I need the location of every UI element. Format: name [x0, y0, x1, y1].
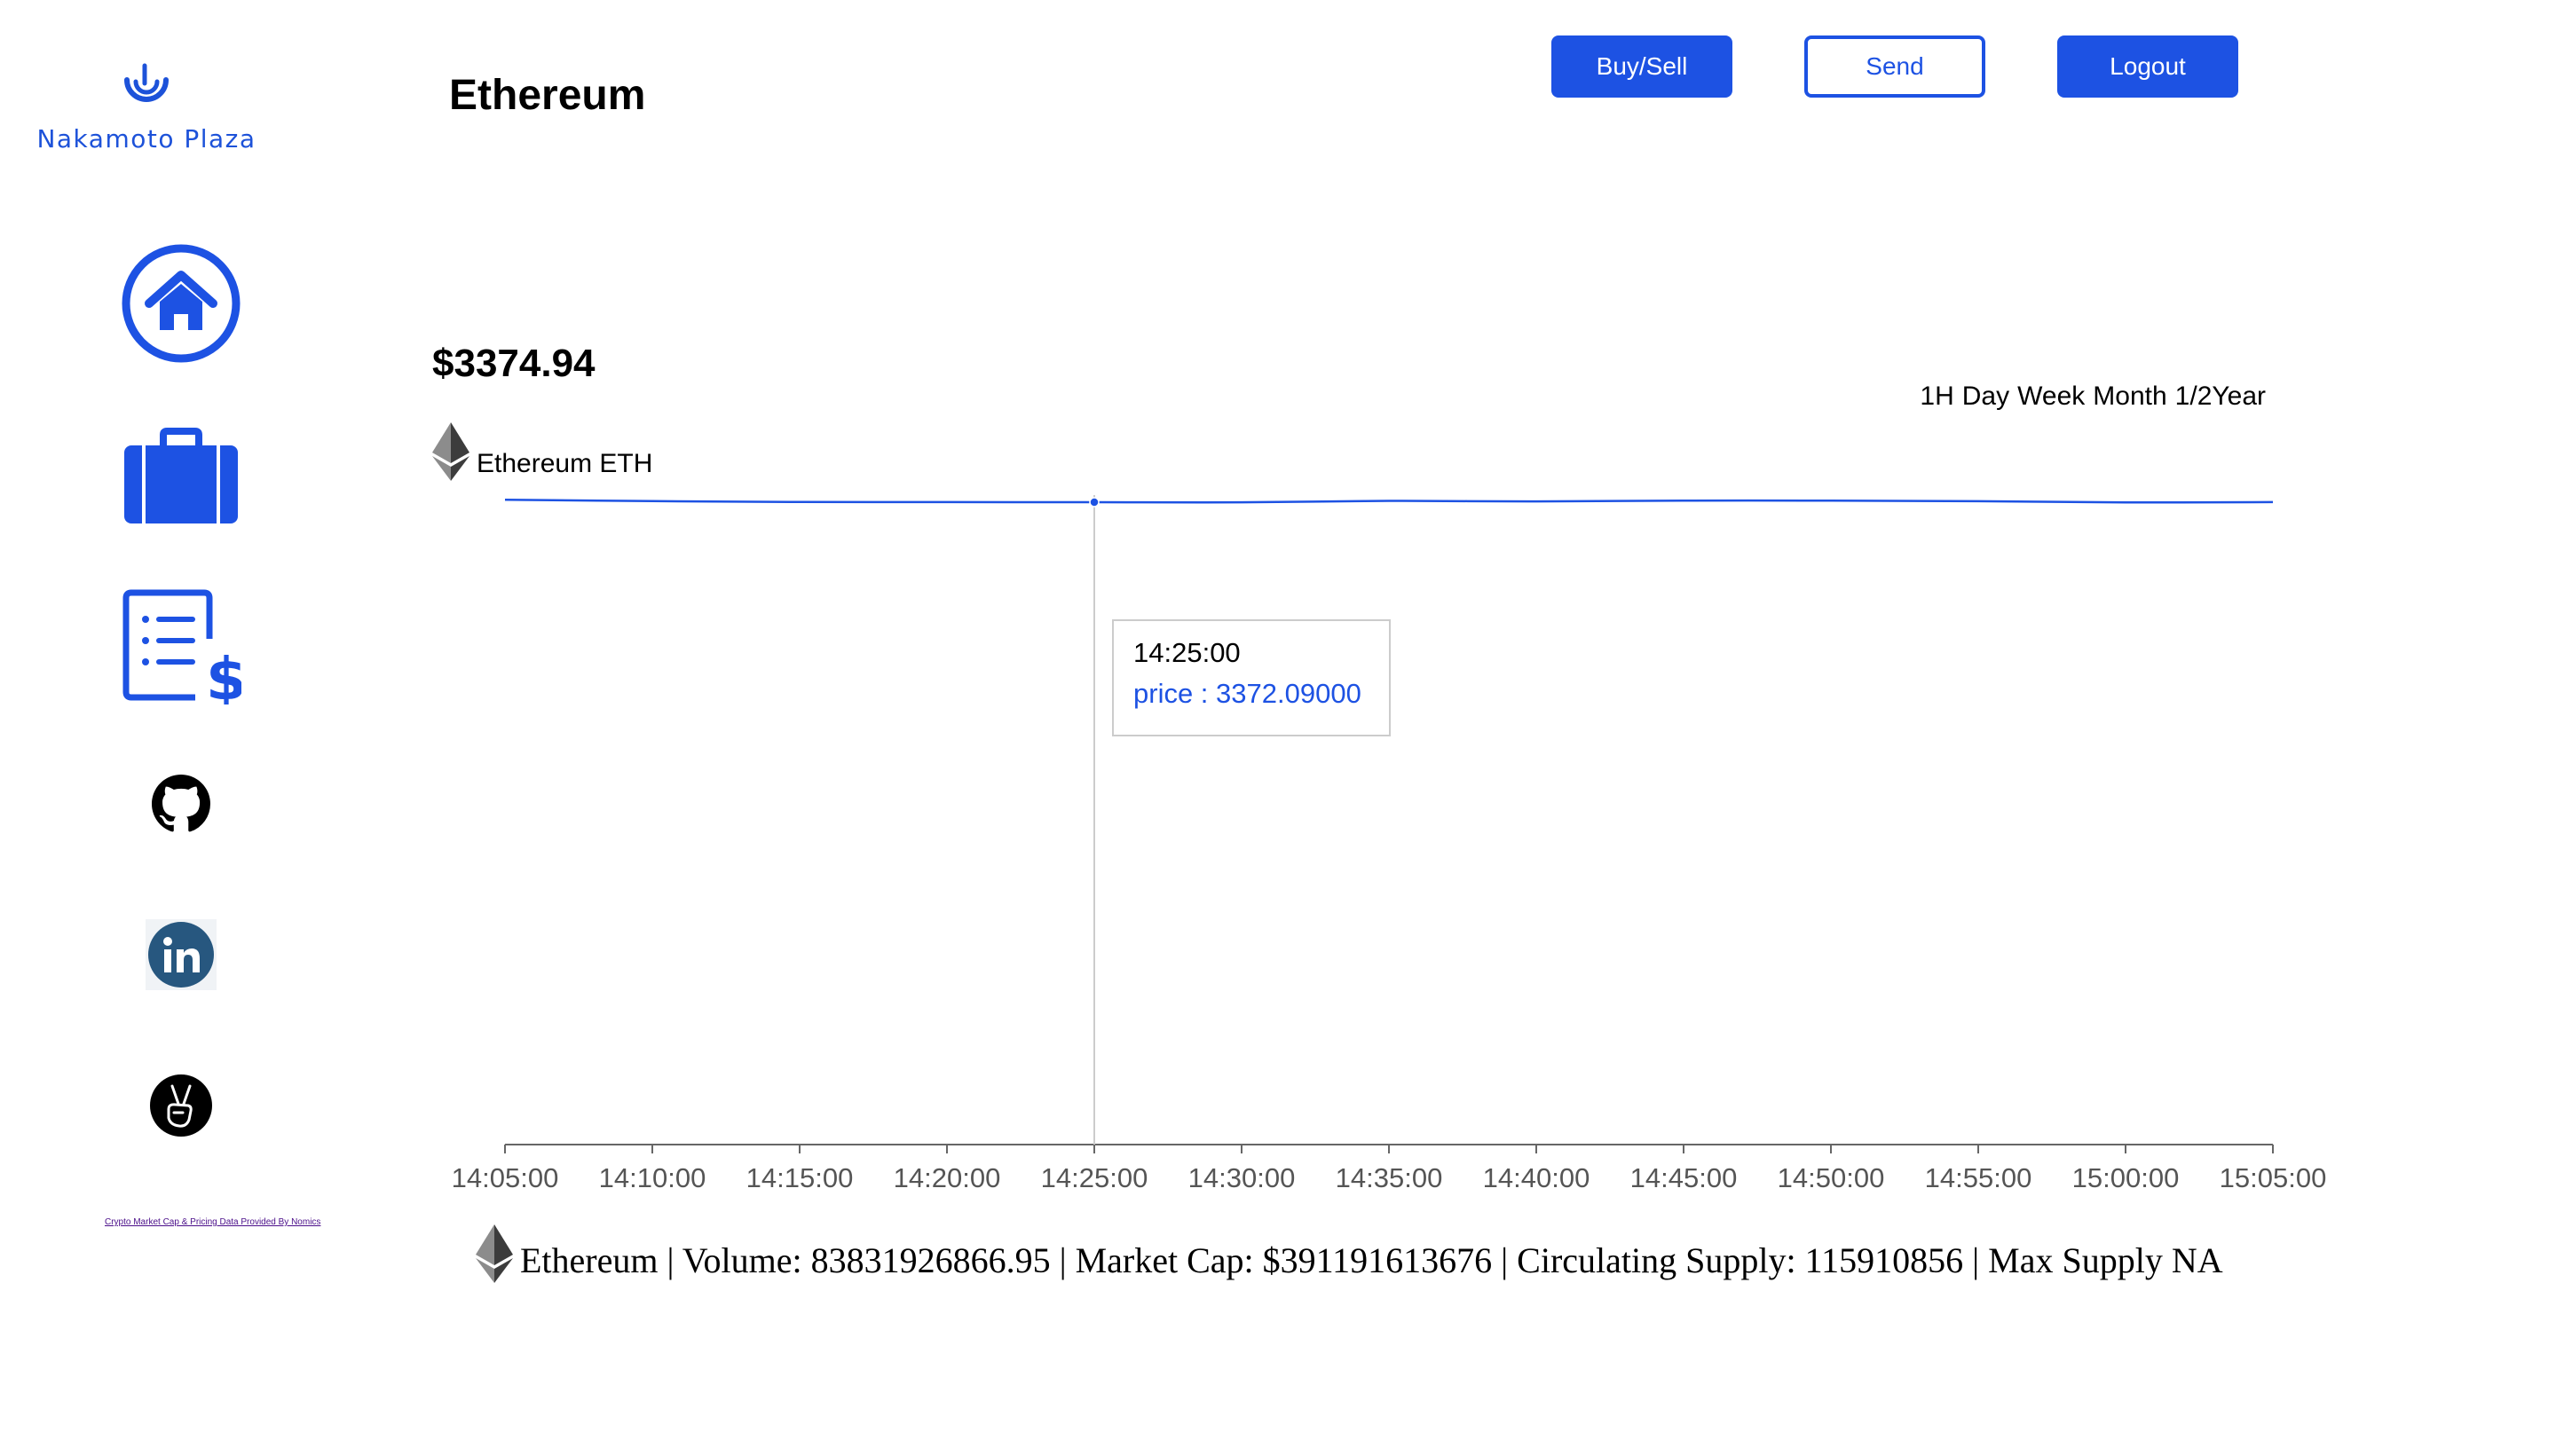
coin-stats: Ethereum | Volume: 83831926866.95 | Mark…: [476, 1224, 2223, 1283]
sidebar-item-home[interactable]: [121, 243, 241, 364]
sidebar-item-github[interactable]: [147, 770, 215, 838]
logo-mark-icon: [124, 63, 169, 102]
x-axis-tick-label: 14:25:00: [1041, 1162, 1148, 1193]
price-series-line: [504, 498, 2274, 504]
svg-text:$: $: [206, 645, 241, 704]
x-axis-tick-label: 14:50:00: [1778, 1162, 1885, 1193]
github-icon: [152, 775, 210, 832]
active-data-point: [1089, 497, 1100, 508]
x-axis-tick-label: 14:15:00: [746, 1162, 854, 1193]
range-day[interactable]: Day: [1961, 382, 2010, 411]
buy-sell-button[interactable]: Buy/Sell: [1551, 35, 1732, 98]
sidebar-item-linkedin[interactable]: [144, 917, 218, 992]
nomics-attribution-link[interactable]: Crypto Market Cap & Pricing Data Provide…: [105, 1217, 321, 1227]
x-axis-tick-label: 14:30:00: [1188, 1162, 1296, 1193]
chart-tooltip: 14:25:00 price : 3372.09000: [1112, 619, 1391, 736]
x-axis-tick-label: 14:20:00: [894, 1162, 1001, 1193]
send-button[interactable]: Send: [1804, 35, 1985, 98]
range-month[interactable]: Month: [2093, 382, 2167, 411]
range-week[interactable]: Week: [2017, 382, 2086, 411]
coin-label: Ethereum ETH: [432, 422, 652, 481]
tooltip-time: 14:25:00: [1133, 637, 1241, 668]
sidebar-item-portfolio[interactable]: [121, 428, 241, 527]
x-axis-tick-label: 14:35:00: [1336, 1162, 1443, 1193]
brand-logo[interactable]: Nakamoto Plaza: [36, 59, 257, 165]
current-price: $3374.94: [432, 342, 596, 385]
sidebar-item-angellist[interactable]: [147, 1072, 215, 1139]
x-axis-tick-label: 14:40:00: [1483, 1162, 1590, 1193]
x-axis-tick-label: 14:10:00: [599, 1162, 706, 1193]
invoice-icon: $: [122, 589, 241, 704]
logout-button[interactable]: Logout: [2057, 35, 2238, 98]
linkedin-icon: [146, 919, 217, 990]
coin-stats-text: Ethereum | Volume: 83831926866.95 | Mark…: [520, 1240, 2223, 1280]
x-axis-tick-label: 14:45:00: [1630, 1162, 1738, 1193]
ethereum-icon: [432, 422, 469, 481]
x-axis-tick-label: 15:00:00: [2072, 1162, 2180, 1193]
x-axis-tick-label: 15:05:00: [2220, 1162, 2327, 1193]
range-half-year[interactable]: 1/2Year: [2174, 382, 2266, 411]
angellist-icon: [150, 1074, 212, 1137]
range-1h[interactable]: 1H: [1920, 382, 1954, 411]
time-range-selector: 1H Day Week Month 1/2Year: [1920, 382, 2266, 412]
page-title: Ethereum: [449, 72, 646, 119]
briefcase-icon: [124, 428, 238, 523]
x-axis-tick-label: 14:55:00: [1925, 1162, 2032, 1193]
x-axis-tick-label: 14:05:00: [452, 1162, 559, 1193]
home-icon: [122, 244, 241, 363]
sidebar-item-transactions[interactable]: $: [121, 589, 241, 704]
coin-name: Ethereum ETH: [477, 449, 653, 478]
brand-name: Nakamoto Plaza: [36, 124, 256, 153]
ethereum-icon: [476, 1224, 513, 1283]
tooltip-price: price : 3372.09000: [1133, 678, 1361, 709]
